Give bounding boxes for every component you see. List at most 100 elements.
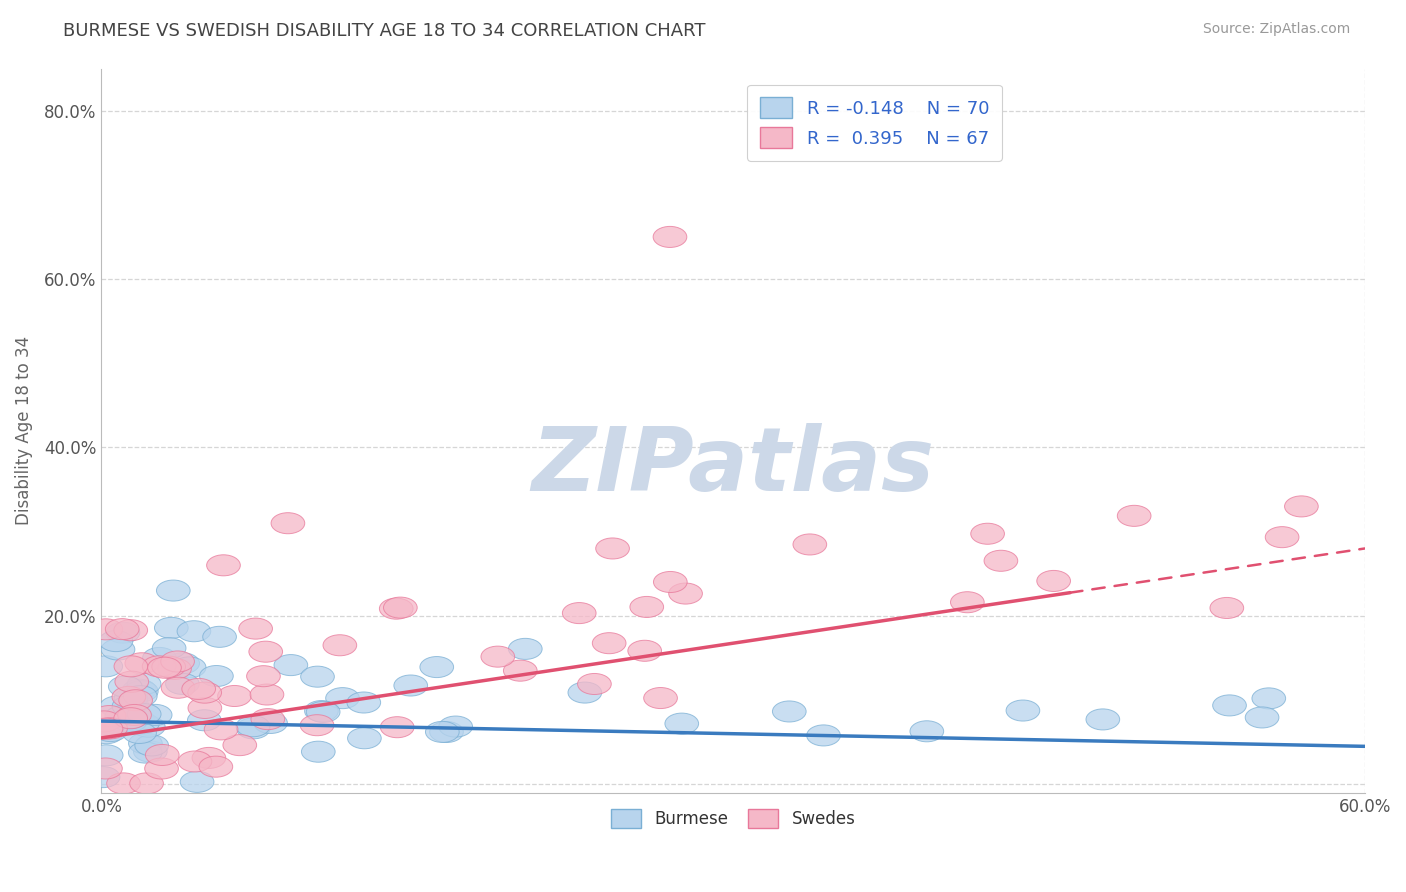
Ellipse shape — [128, 742, 162, 764]
Ellipse shape — [125, 681, 157, 702]
Ellipse shape — [250, 684, 284, 705]
Ellipse shape — [481, 646, 515, 667]
Ellipse shape — [200, 665, 233, 687]
Ellipse shape — [118, 690, 152, 711]
Ellipse shape — [145, 758, 179, 779]
Ellipse shape — [157, 658, 191, 680]
Ellipse shape — [187, 710, 221, 731]
Ellipse shape — [200, 756, 233, 777]
Ellipse shape — [90, 745, 124, 766]
Ellipse shape — [115, 671, 149, 692]
Ellipse shape — [204, 719, 238, 740]
Ellipse shape — [236, 715, 270, 737]
Ellipse shape — [1212, 695, 1246, 716]
Ellipse shape — [1007, 700, 1040, 721]
Ellipse shape — [135, 735, 169, 756]
Ellipse shape — [239, 618, 273, 640]
Ellipse shape — [1211, 598, 1244, 618]
Ellipse shape — [128, 704, 162, 724]
Ellipse shape — [180, 772, 214, 792]
Ellipse shape — [142, 656, 176, 677]
Ellipse shape — [793, 534, 827, 555]
Ellipse shape — [301, 741, 335, 763]
Ellipse shape — [138, 705, 172, 725]
Ellipse shape — [630, 597, 664, 617]
Ellipse shape — [654, 227, 686, 247]
Ellipse shape — [90, 723, 124, 744]
Ellipse shape — [384, 597, 418, 618]
Y-axis label: Disability Age 18 to 34: Disability Age 18 to 34 — [15, 336, 32, 525]
Ellipse shape — [104, 714, 138, 735]
Ellipse shape — [134, 741, 167, 762]
Ellipse shape — [439, 716, 472, 737]
Ellipse shape — [1265, 526, 1299, 548]
Ellipse shape — [93, 706, 127, 727]
Text: Source: ZipAtlas.com: Source: ZipAtlas.com — [1202, 22, 1350, 37]
Ellipse shape — [426, 722, 460, 742]
Ellipse shape — [249, 641, 283, 662]
Ellipse shape — [131, 716, 165, 737]
Ellipse shape — [236, 718, 270, 739]
Ellipse shape — [1036, 570, 1070, 591]
Ellipse shape — [114, 620, 148, 640]
Ellipse shape — [503, 660, 537, 681]
Ellipse shape — [107, 772, 141, 794]
Ellipse shape — [380, 599, 413, 619]
Ellipse shape — [86, 766, 120, 788]
Ellipse shape — [114, 688, 148, 709]
Ellipse shape — [142, 648, 176, 668]
Ellipse shape — [156, 580, 190, 601]
Ellipse shape — [89, 718, 122, 739]
Ellipse shape — [129, 772, 163, 794]
Ellipse shape — [644, 688, 678, 708]
Ellipse shape — [128, 733, 162, 754]
Text: ZIPatlas: ZIPatlas — [531, 424, 935, 510]
Ellipse shape — [347, 728, 381, 748]
Ellipse shape — [115, 695, 149, 715]
Ellipse shape — [596, 538, 630, 559]
Ellipse shape — [114, 707, 148, 729]
Ellipse shape — [301, 714, 333, 736]
Ellipse shape — [562, 603, 596, 624]
Ellipse shape — [1285, 496, 1319, 517]
Ellipse shape — [125, 653, 159, 673]
Ellipse shape — [326, 688, 360, 708]
Ellipse shape — [665, 713, 699, 734]
Ellipse shape — [112, 696, 146, 717]
Ellipse shape — [420, 657, 454, 678]
Ellipse shape — [910, 721, 943, 742]
Ellipse shape — [112, 686, 146, 707]
Ellipse shape — [1085, 709, 1119, 730]
Ellipse shape — [271, 513, 305, 533]
Ellipse shape — [125, 713, 159, 734]
Ellipse shape — [970, 524, 1004, 544]
Ellipse shape — [122, 723, 156, 744]
Ellipse shape — [224, 735, 257, 756]
Ellipse shape — [1118, 506, 1152, 526]
Ellipse shape — [177, 621, 211, 641]
Ellipse shape — [105, 618, 139, 640]
Ellipse shape — [152, 638, 186, 658]
Ellipse shape — [950, 591, 984, 613]
Ellipse shape — [114, 707, 148, 729]
Ellipse shape — [108, 676, 142, 698]
Ellipse shape — [188, 698, 222, 718]
Ellipse shape — [807, 725, 841, 746]
Ellipse shape — [323, 635, 357, 656]
Ellipse shape — [148, 657, 181, 678]
Ellipse shape — [246, 665, 280, 687]
Ellipse shape — [301, 666, 335, 687]
Ellipse shape — [100, 696, 134, 717]
Ellipse shape — [162, 677, 195, 698]
Ellipse shape — [94, 721, 128, 741]
Ellipse shape — [121, 709, 155, 731]
Ellipse shape — [193, 747, 226, 768]
Ellipse shape — [1246, 707, 1279, 728]
Ellipse shape — [509, 639, 543, 659]
Ellipse shape — [654, 572, 688, 592]
Ellipse shape — [87, 711, 121, 732]
Ellipse shape — [166, 653, 200, 673]
Ellipse shape — [89, 619, 122, 640]
Ellipse shape — [124, 686, 157, 706]
Ellipse shape — [179, 751, 212, 772]
